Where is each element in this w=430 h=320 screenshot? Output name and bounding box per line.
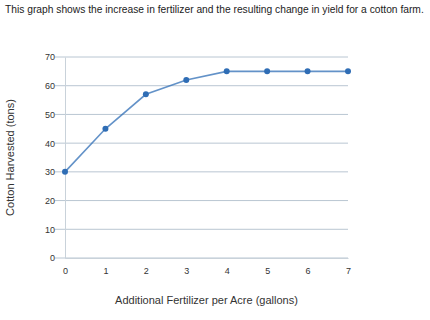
grid-line xyxy=(55,57,348,58)
x-tick: 4 xyxy=(225,258,230,276)
y-tick-label: 30 xyxy=(45,167,55,177)
marker xyxy=(345,68,351,74)
y-tick: 50 xyxy=(45,110,65,120)
grid-line xyxy=(55,258,348,259)
grid-line xyxy=(55,114,348,115)
title: This graph shows the increase in fertili… xyxy=(5,4,424,15)
y-tick-label: 60 xyxy=(45,81,55,91)
grid-line xyxy=(55,85,348,86)
x-tick-label: 4 xyxy=(225,266,230,276)
x-tick: 0 xyxy=(63,258,68,276)
y-tick: 0 xyxy=(50,253,65,263)
marker xyxy=(143,91,149,97)
y-axis-title: Cotton Harvested (tons) xyxy=(4,99,16,216)
x-tick: 7 xyxy=(346,258,351,276)
x-tick: 1 xyxy=(103,258,108,276)
y-axis: 0 10 20 30 40 50 60 70 xyxy=(45,52,66,263)
marker xyxy=(62,169,68,175)
y-axis-line xyxy=(65,58,66,259)
x-tick-label: 0 xyxy=(63,266,68,276)
marker xyxy=(305,68,311,74)
grid-line xyxy=(55,229,348,230)
plot: 01234567010203040506070 xyxy=(45,52,351,276)
y-tick-label: 50 xyxy=(45,110,55,120)
grid-line xyxy=(55,200,348,201)
x-tick-label: 7 xyxy=(346,266,351,276)
y-tick-label: 20 xyxy=(45,196,55,206)
y-tick-label: 70 xyxy=(45,52,55,62)
x-tick-label: 3 xyxy=(184,266,189,276)
x-tick-label: 1 xyxy=(103,266,108,276)
x-tick-label: 5 xyxy=(265,266,270,276)
y-tick-label: 40 xyxy=(45,139,55,149)
x-axis-line xyxy=(66,258,349,259)
x-tick-label: 2 xyxy=(144,266,149,276)
y-tick: 30 xyxy=(45,167,65,177)
x-tick-label: 6 xyxy=(306,266,311,276)
grid-line xyxy=(55,171,348,172)
marker xyxy=(224,68,230,74)
marker xyxy=(102,126,108,132)
x-tick: 2 xyxy=(144,258,149,276)
y-tick-label: 10 xyxy=(45,225,55,235)
y-tick: 60 xyxy=(45,81,65,91)
marker xyxy=(183,77,189,83)
grid-line xyxy=(55,143,348,144)
marker xyxy=(264,68,270,74)
x-axis: 0 1 2 3 4 5 6 7 xyxy=(63,258,351,276)
line xyxy=(65,71,348,171)
x-axis-title: Additional Fertilizer per Acre (gallons) xyxy=(115,294,298,306)
x-tick: 3 xyxy=(184,258,189,276)
y-tick: 20 xyxy=(45,196,65,206)
chart: This graph shows the increase in fertili… xyxy=(0,0,430,320)
x-tick: 6 xyxy=(306,258,311,276)
y-tick: 10 xyxy=(45,225,65,235)
y-tick: 70 xyxy=(45,52,65,62)
y-tick-label: 0 xyxy=(50,253,55,263)
grid xyxy=(55,57,348,258)
y-tick: 40 xyxy=(45,139,65,149)
marks xyxy=(62,68,351,174)
x-tick: 5 xyxy=(265,258,270,276)
